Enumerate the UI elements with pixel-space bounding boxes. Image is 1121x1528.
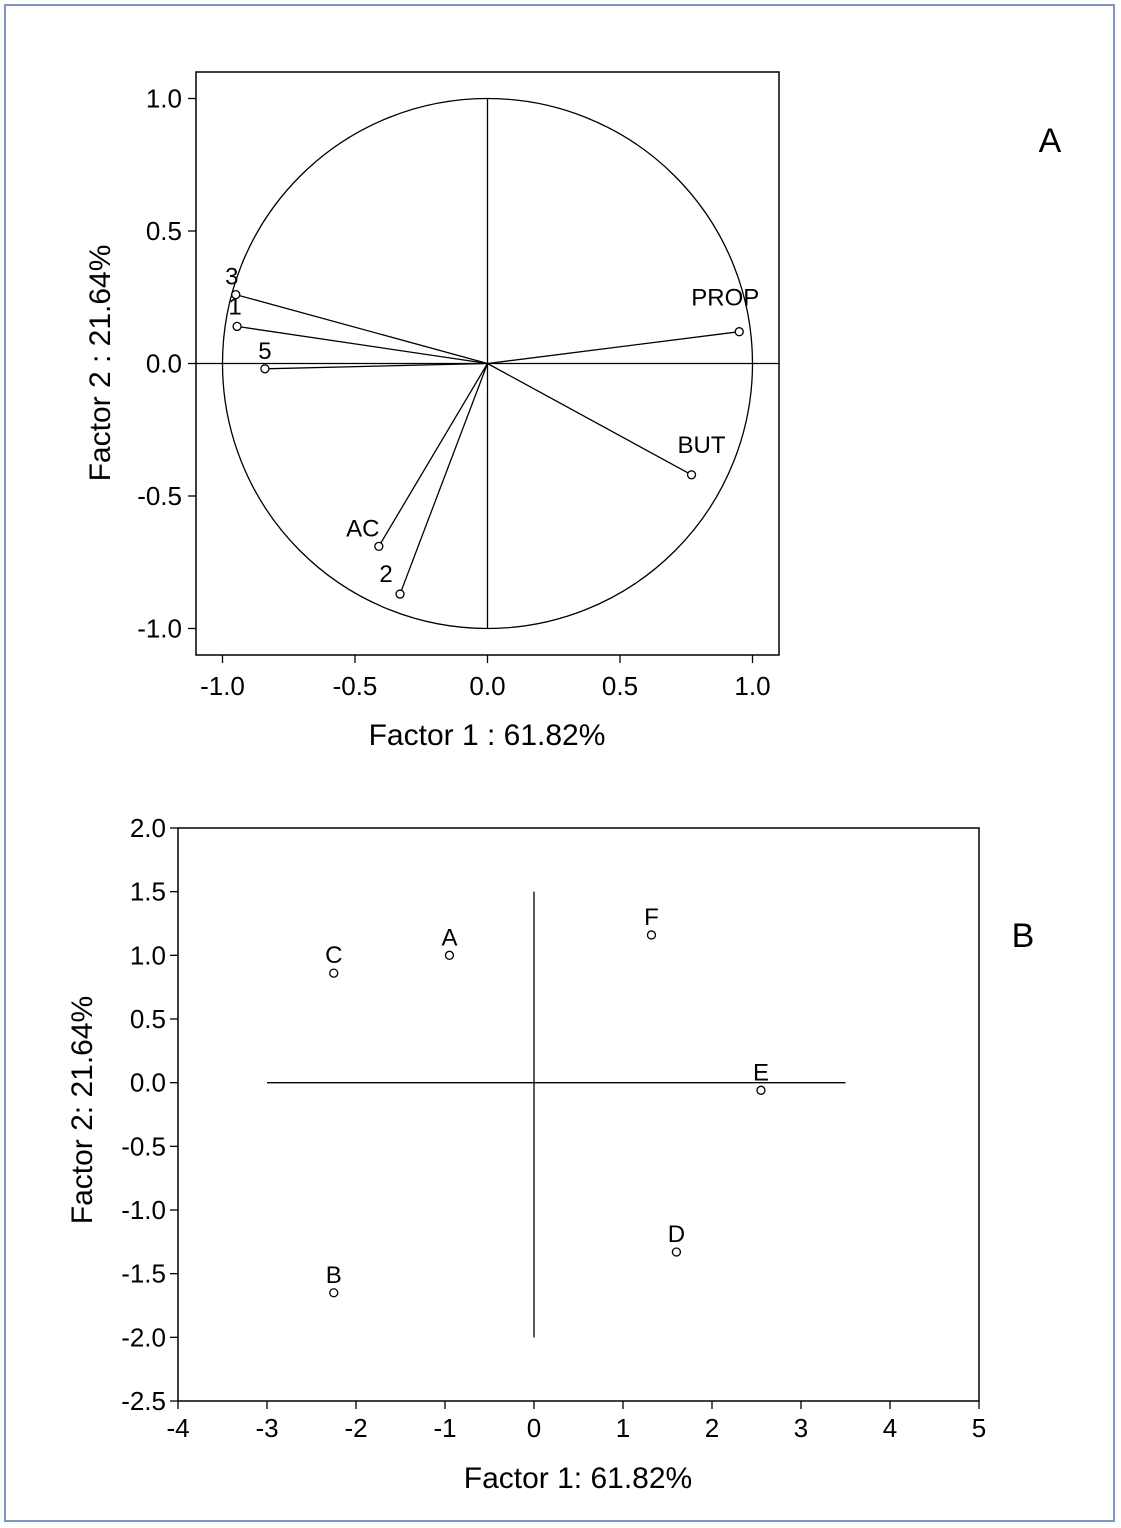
x-tick-label: -2: [344, 1413, 367, 1443]
loading-vector: [487, 331, 740, 365]
data-point: [329, 1288, 339, 1298]
point-label: AC: [346, 515, 379, 542]
point-label: 3: [225, 264, 238, 291]
chart-b-plot-area: [177, 827, 980, 1402]
x-tick-label: 4: [883, 1413, 897, 1443]
data-point: [232, 321, 242, 332]
y-tick-label: 0.5: [146, 216, 182, 246]
y-tick-label: -2.0: [121, 1322, 166, 1352]
data-point: [395, 589, 405, 599]
point-label: PROP: [691, 285, 759, 312]
x-tick-label: -4: [166, 1413, 189, 1443]
point-label: D: [668, 1221, 685, 1248]
loading-vector: [378, 363, 489, 547]
y-tick-label: 1.0: [130, 940, 166, 970]
x-tick-label: 0.0: [469, 671, 505, 701]
point-label: BUT: [678, 432, 726, 459]
point-label: C: [325, 942, 342, 969]
point-label: 2: [379, 561, 392, 588]
y-tick-label: -1.0: [121, 1195, 166, 1225]
data-point: [374, 541, 384, 551]
data-point: [329, 968, 339, 978]
x-tick-label: -3: [255, 1413, 278, 1443]
x-tick-label: 1.0: [734, 671, 770, 701]
loading-vector: [236, 325, 488, 365]
x-tick-label: 1: [616, 1413, 630, 1443]
y-tick-label: 0.0: [130, 1068, 166, 1098]
chart-a-panel-label: A: [1039, 122, 1062, 160]
chart-b-marks: A B C D E F: [325, 904, 769, 1298]
point-label: B: [326, 1262, 342, 1289]
data-point: [671, 1247, 682, 1257]
x-tick-label: 5: [972, 1413, 986, 1443]
chart-a-ylabel: Factor 2 : 21.64%: [84, 245, 117, 482]
y-tick-label: 0.0: [146, 349, 182, 379]
y-tick-label: 0.5: [130, 1004, 166, 1034]
data-point: [260, 364, 270, 374]
data-point: [646, 930, 657, 940]
y-tick-label: -1.0: [137, 614, 182, 644]
data-point: [734, 327, 744, 337]
chart-b-ticks: -4 -3 -2 -1 0 1 2 3 4 5 2.0 1.5 1.0 0.5 0.0 -0.5 -1.0 -1.…: [121, 813, 986, 1443]
x-tick-label: 3: [794, 1413, 808, 1443]
x-tick-label: 2: [705, 1413, 719, 1443]
loading-vector: [264, 362, 488, 370]
loading-vector: [487, 362, 692, 476]
chart-a: -1.0 -0.5 0.0 0.5 1.0 1.0 0.5 0.0 -0.5 -1.0 315 PR…: [84, 71, 1062, 752]
point-label: F: [644, 904, 659, 931]
y-tick-label: 2.0: [130, 813, 166, 843]
chart-a-marks: 315 PROP BUT AC2: [225, 264, 759, 599]
point-label: A: [441, 924, 457, 951]
point-label: 1: [228, 293, 241, 320]
chart-b-ylabel: Factor 2: 21.64%: [66, 996, 99, 1224]
x-tick-label: -0.5: [333, 671, 378, 701]
y-tick-label: 1.0: [146, 84, 182, 114]
data-point: [686, 470, 697, 480]
data-point: [444, 950, 455, 960]
figure-frame: [4, 4, 1115, 1522]
chart-b-panel-label: B: [1012, 917, 1035, 955]
chart-a-ticks: -1.0 -0.5 0.0 0.5 1.0 1.0 0.5 0.0 -0.5 -1.0: [137, 84, 770, 702]
chart-a-xlabel: Factor 1 : 61.82%: [369, 719, 606, 752]
y-tick-label: 1.5: [130, 877, 166, 907]
y-tick-label: -0.5: [121, 1131, 166, 1161]
point-label: 5: [258, 338, 271, 365]
x-tick-label: 0.5: [602, 671, 638, 701]
x-tick-label: 0: [527, 1413, 541, 1443]
y-tick-label: -2.5: [121, 1386, 166, 1416]
x-tick-label: -1: [433, 1413, 456, 1443]
x-tick-label: -1.0: [200, 671, 245, 701]
loading-vector: [235, 293, 488, 365]
loading-vector: [399, 363, 489, 595]
chart-b: -4 -3 -2 -1 0 1 2 3 4 5 2.0 1.5 1.0 0.5 0.0 -0.5 -1.0 -1.…: [66, 813, 1034, 1495]
data-point: [231, 289, 241, 300]
chart-b-xlabel: Factor 1: 61.82%: [464, 1462, 692, 1495]
y-tick-label: -0.5: [137, 481, 182, 511]
y-tick-label: -1.5: [121, 1259, 166, 1289]
point-label: E: [753, 1059, 769, 1086]
chart-b-center-axes: [267, 891, 846, 1338]
data-point: [756, 1085, 766, 1095]
